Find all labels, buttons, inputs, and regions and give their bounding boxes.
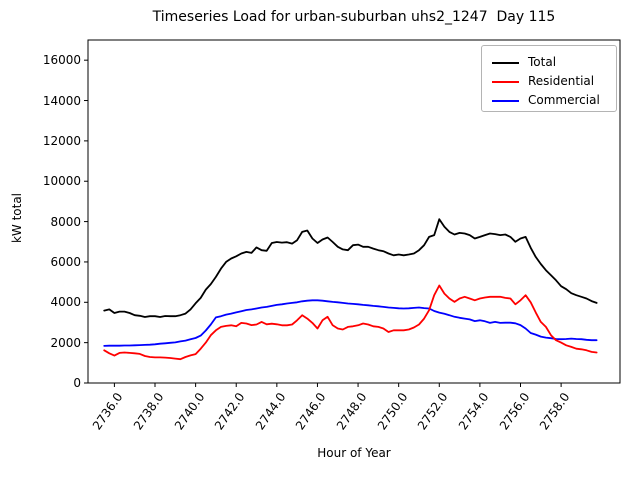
legend-label-residential: Residential	[528, 74, 595, 88]
y-tick-label: 10000	[42, 174, 81, 189]
series-line-total	[103, 218, 598, 318]
chart-title: Timeseries Load for urban-suburban uhs2_…	[152, 9, 556, 25]
y-tick-label: 2000	[50, 335, 81, 350]
legend-item-total: Total	[492, 53, 616, 72]
y-tick-label: 14000	[42, 93, 81, 108]
legend: Total Residential Commercial	[481, 45, 617, 112]
series-line-residential	[103, 284, 598, 361]
y-tick-label: 12000	[42, 133, 81, 148]
total-line-icon	[492, 61, 519, 64]
axes-frame	[87, 39, 621, 384]
commercial-line-icon	[492, 99, 519, 102]
series-line-commercial	[103, 299, 598, 347]
legend-label-total: Total	[528, 55, 557, 69]
residential-line-icon	[492, 80, 519, 83]
legend-label-commercial: Commercial	[528, 93, 600, 107]
y-tick-label: 4000	[50, 295, 81, 310]
y-tick-label: 0	[73, 376, 81, 390]
legend-item-commercial: Commercial	[492, 91, 616, 110]
x-axis-label: Hour of Year	[317, 446, 391, 460]
y-tick-label: 8000	[50, 214, 81, 229]
y-tick-label: 6000	[50, 254, 81, 269]
legend-item-residential: Residential	[492, 72, 616, 91]
y-axis-label: kW total	[10, 192, 24, 244]
y-tick-label: 16000	[42, 53, 81, 68]
